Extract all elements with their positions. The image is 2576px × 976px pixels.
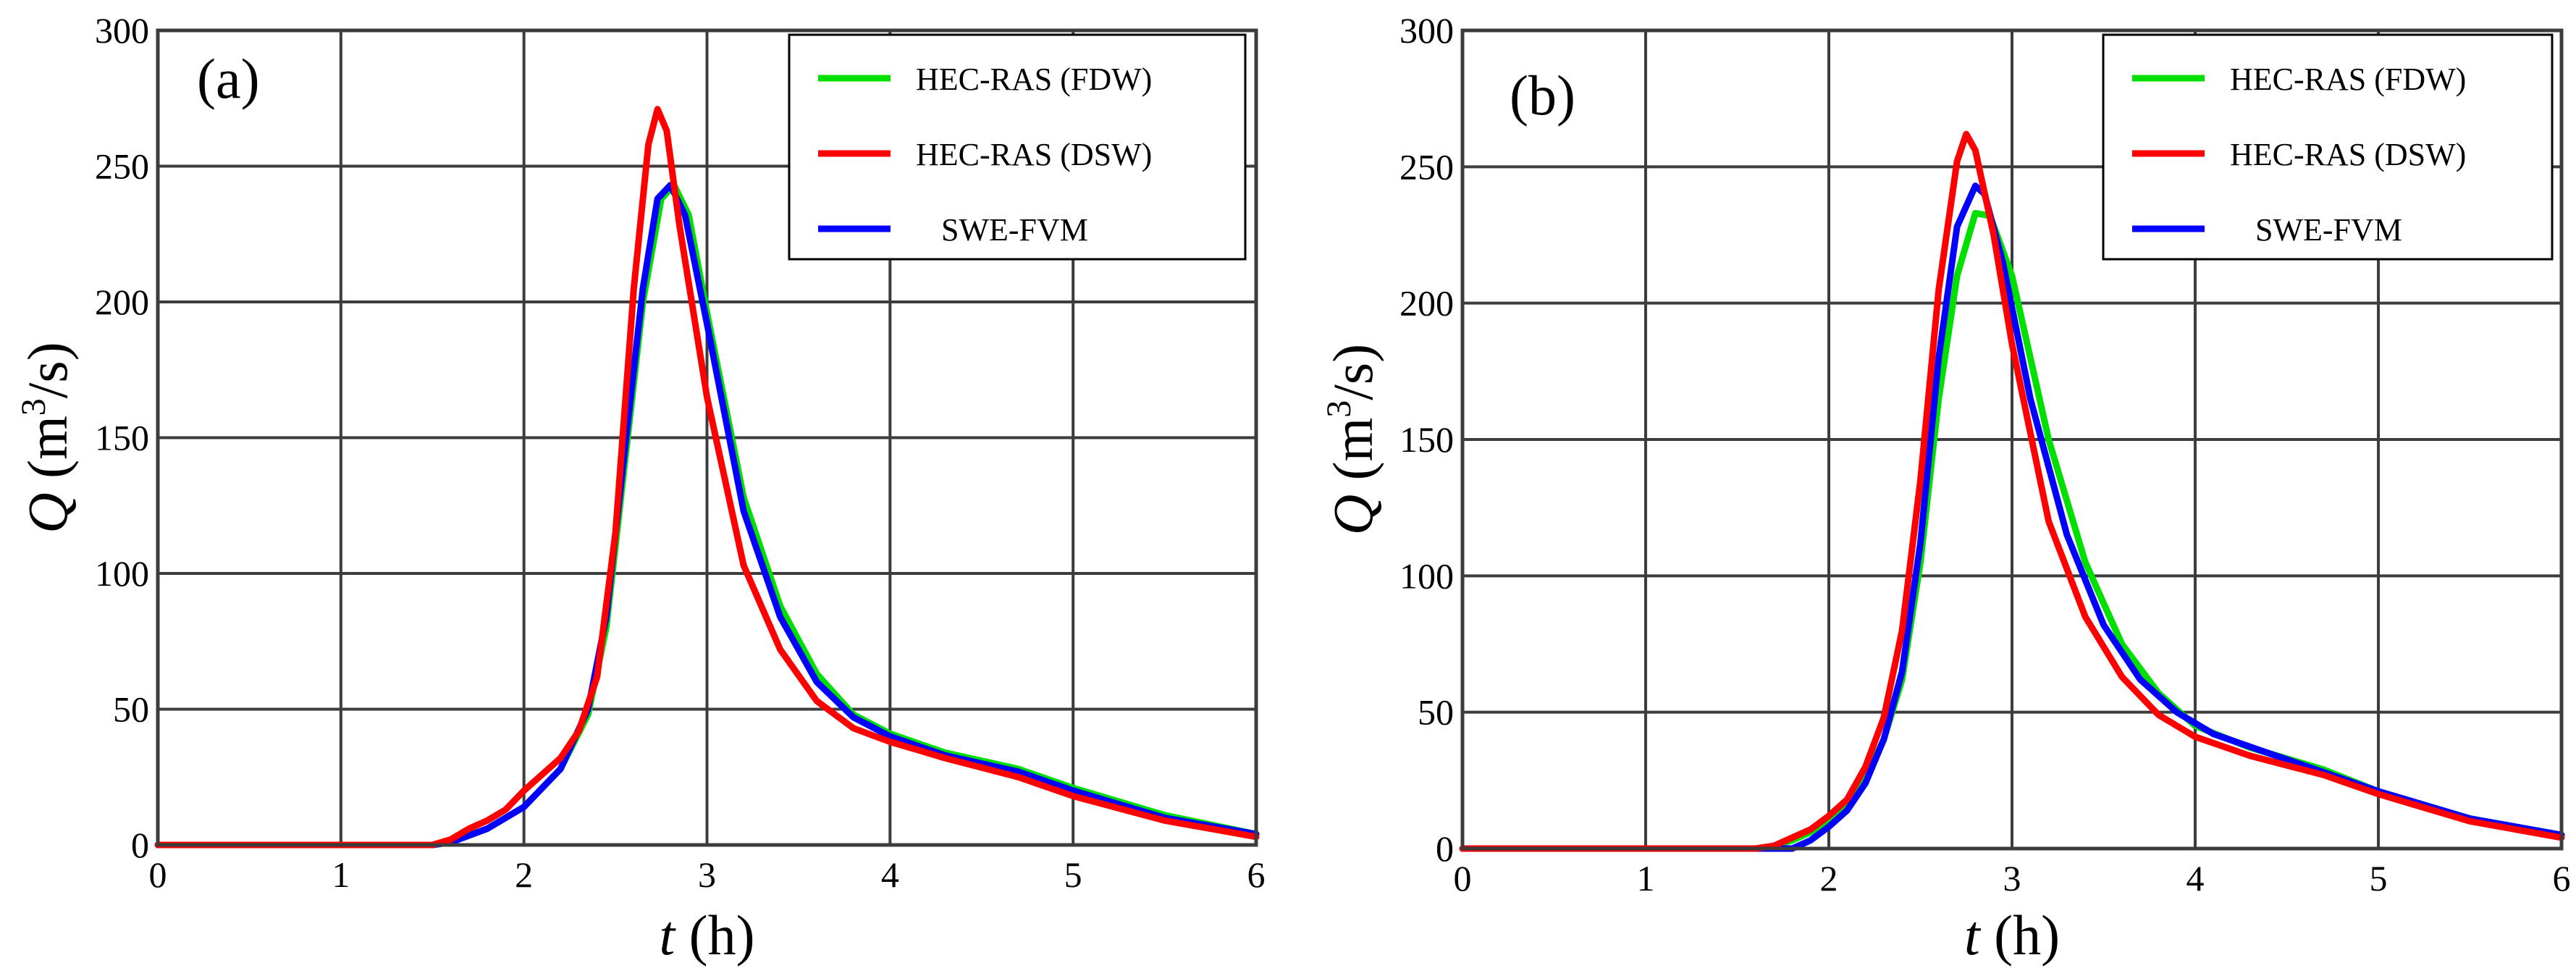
x-tick-label: 2 <box>1820 858 1838 899</box>
y-tick-label: 300 <box>1399 10 1454 51</box>
y-tick-label: 150 <box>1399 419 1454 460</box>
x-tick-label: 6 <box>1247 854 1266 895</box>
y-axis-label: Q (m3/s) <box>14 342 79 534</box>
legend-label: HEC-RAS (DSW) <box>916 137 1152 172</box>
series-line-hec-ras-dsw <box>1459 130 2565 852</box>
x-axis-label: t (h) <box>1964 904 2060 967</box>
panel-label: (b) <box>1510 64 1575 127</box>
legend-label: HEC-RAS (FDW) <box>916 62 1152 97</box>
plot-frame <box>1460 28 2564 851</box>
legend: HEC-RAS (FDW) HEC-RAS (DSW) SWE-FVM <box>788 33 1247 261</box>
x-tick-label: 6 <box>2553 858 2571 899</box>
legend-label: HEC-RAS (DSW) <box>2230 137 2466 172</box>
legend-box <box>788 33 1247 261</box>
x-tick-label: 0 <box>1454 858 1472 899</box>
x-tick-label: 2 <box>515 854 533 895</box>
y-axis-label: Q (m3/s) <box>1320 344 1384 536</box>
y-tick-label: 0 <box>131 825 149 865</box>
y-tick-label: 250 <box>95 146 149 187</box>
legend-label: SWE-FVM <box>2255 212 2402 248</box>
y-tick-label: 0 <box>1436 828 1454 869</box>
x-tick-label: 4 <box>881 854 899 895</box>
y-tick-label: 250 <box>1399 146 1454 187</box>
y-tick-label: 300 <box>95 10 149 51</box>
y-tick-label: 200 <box>95 282 149 322</box>
plot-frame <box>156 28 1258 847</box>
x-tick-label: 0 <box>149 854 167 895</box>
y-tick-label: 100 <box>95 553 149 594</box>
legend-box <box>2102 33 2554 261</box>
panel-label: (a) <box>197 47 260 110</box>
x-tick-label: 1 <box>332 854 350 895</box>
series-line-hec-ras-dsw <box>154 106 1260 849</box>
x-tick-label: 5 <box>1064 854 1082 895</box>
x-tick-label: 3 <box>698 854 716 895</box>
x-tick-label: 5 <box>2370 858 2388 899</box>
legend: HEC-RAS (FDW) HEC-RAS (DSW) SWE-FVM <box>2102 33 2554 261</box>
y-tick-label: 50 <box>1418 692 1454 733</box>
chart-panel-b: 0 1 2 3 4 5 6 0 50 100 150 200 250 300 t (h) Q (m3/s) (b… <box>1320 10 2571 967</box>
x-tick-label: 4 <box>2186 858 2205 899</box>
legend-label: SWE-FVM <box>941 212 1088 248</box>
y-tick-label: 50 <box>113 689 149 730</box>
y-tick-label: 100 <box>1399 555 1454 596</box>
y-tick-label: 200 <box>1399 283 1454 324</box>
y-tick-label: 150 <box>95 418 149 458</box>
x-axis-label: t (h) <box>659 904 754 967</box>
x-tick-label: 3 <box>2003 858 2021 899</box>
x-tick-label: 1 <box>1637 858 1655 899</box>
legend-label: HEC-RAS (FDW) <box>2230 62 2466 97</box>
chart-panel-a: 0 1 2 3 4 5 6 0 50 100 150 200 250 300 t (h) Q (m3/s) (a… <box>14 10 1266 967</box>
